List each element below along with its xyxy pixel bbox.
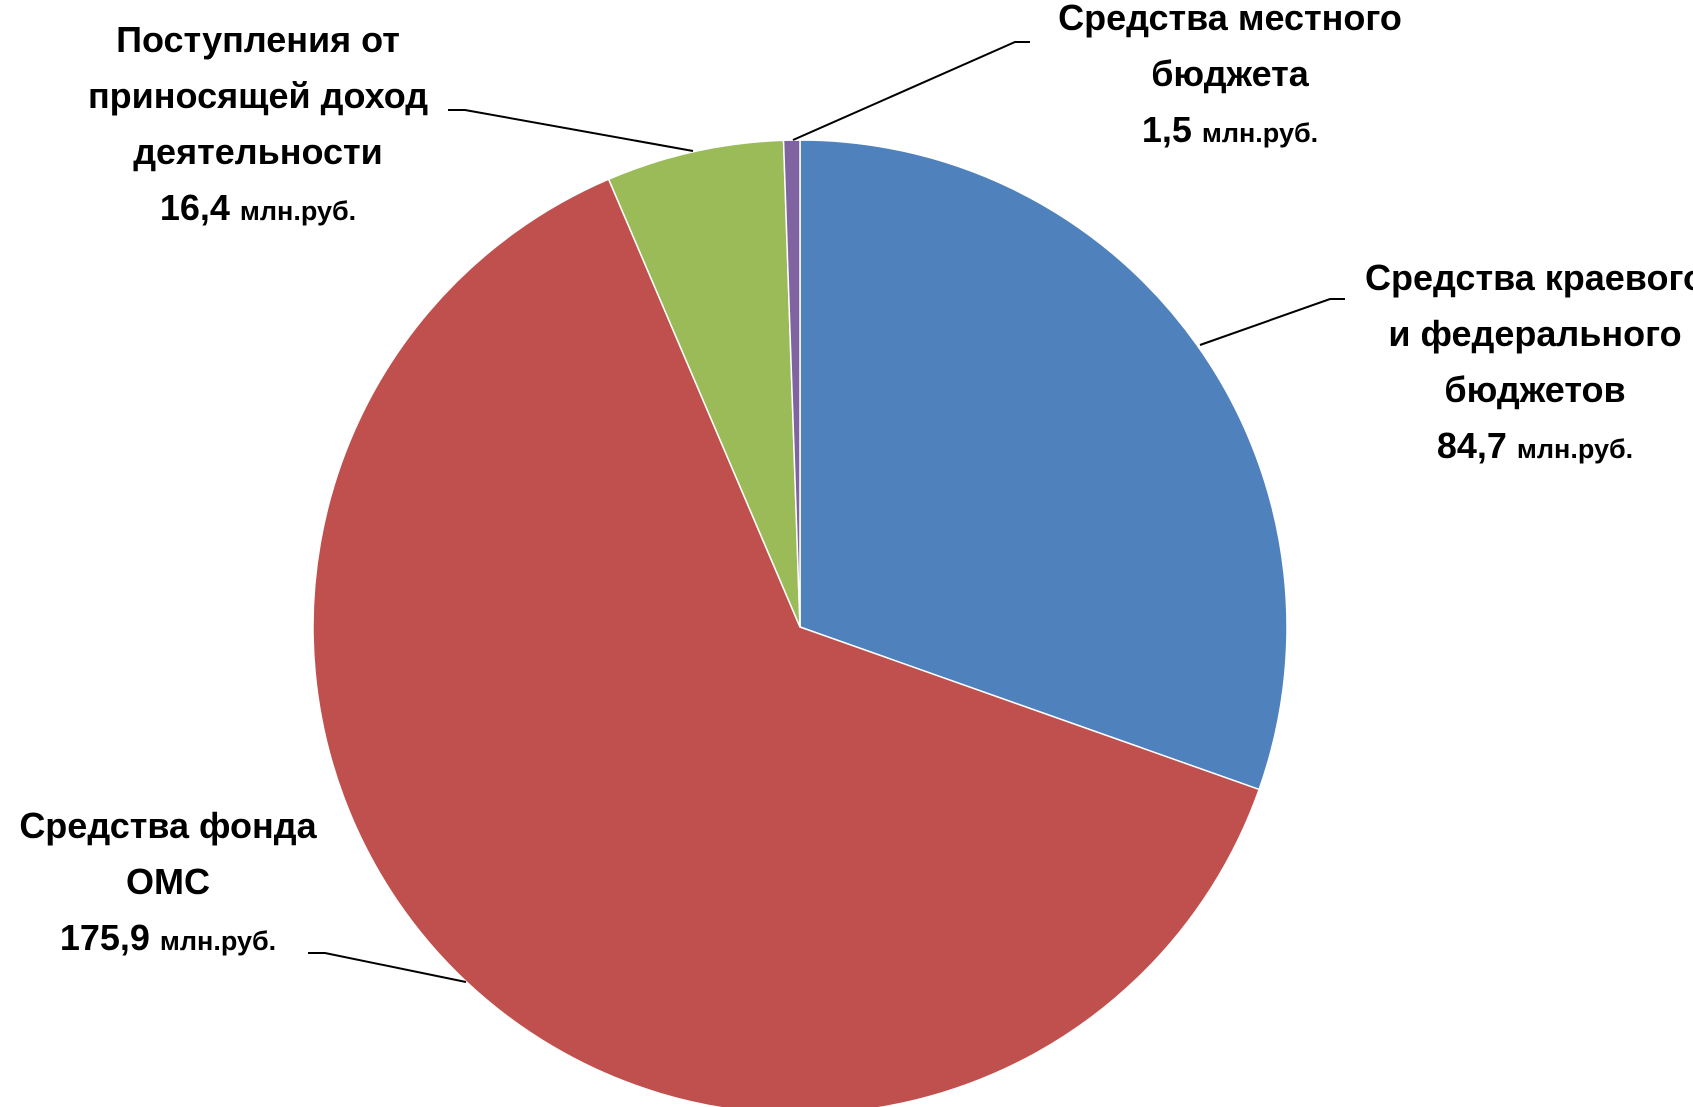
slice-value-unit: млн.руб. bbox=[160, 926, 276, 956]
pie-slice-0 bbox=[799, 139, 1288, 791]
leader-lines bbox=[308, 41, 1345, 983]
slice-label-2: Поступления от приносящей доход деятельнос… bbox=[88, 19, 428, 228]
pie-slices bbox=[312, 139, 1288, 1107]
leader-line-1 bbox=[308, 952, 467, 983]
slice-label-3: Средства местного бюджета 1,5 млн.руб. bbox=[1058, 0, 1402, 150]
slice-label-line: Средства краевого bbox=[1365, 257, 1693, 298]
slice-value-unit: млн.руб. bbox=[1517, 434, 1633, 464]
slice-labels: Средства краевого и федерального бюджетов 8… bbox=[19, 0, 1693, 958]
slice-value-unit: млн.руб. bbox=[1202, 118, 1318, 148]
slice-label-line: и федерального bbox=[1388, 313, 1681, 354]
slice-value: 84,7 bbox=[1437, 425, 1517, 466]
slice-label-line: бюджетов bbox=[1444, 369, 1625, 410]
leader-line-0 bbox=[1199, 298, 1345, 346]
leader-line-3 bbox=[792, 41, 1030, 141]
slice-label-line: бюджета bbox=[1151, 53, 1310, 94]
slice-value: 175,9 bbox=[60, 917, 160, 958]
slice-label-line: приносящей доход bbox=[88, 75, 428, 116]
slice-value: 16,4 bbox=[160, 187, 240, 228]
slice-label-0: Средства краевого и федерального бюджетов 8… bbox=[1365, 257, 1693, 466]
slice-label-line: деятельности bbox=[133, 131, 383, 172]
pie-slice-1 bbox=[312, 178, 1261, 1107]
pie-slice-3 bbox=[782, 139, 801, 628]
leader-line-2 bbox=[448, 109, 694, 152]
slice-label-line: ОМС bbox=[126, 861, 210, 902]
slice-label-line: Поступления от bbox=[116, 19, 400, 60]
slice-label-1: Средства фонда ОМС 175,9 млн.руб. bbox=[19, 805, 317, 958]
slice-label-line: Средства фонда bbox=[19, 805, 317, 846]
slice-value: 1,5 bbox=[1142, 109, 1202, 150]
slice-label-line: Средства местного bbox=[1058, 0, 1402, 38]
pie-slice-2 bbox=[607, 139, 801, 628]
slice-value-unit: млн.руб. bbox=[240, 196, 356, 226]
